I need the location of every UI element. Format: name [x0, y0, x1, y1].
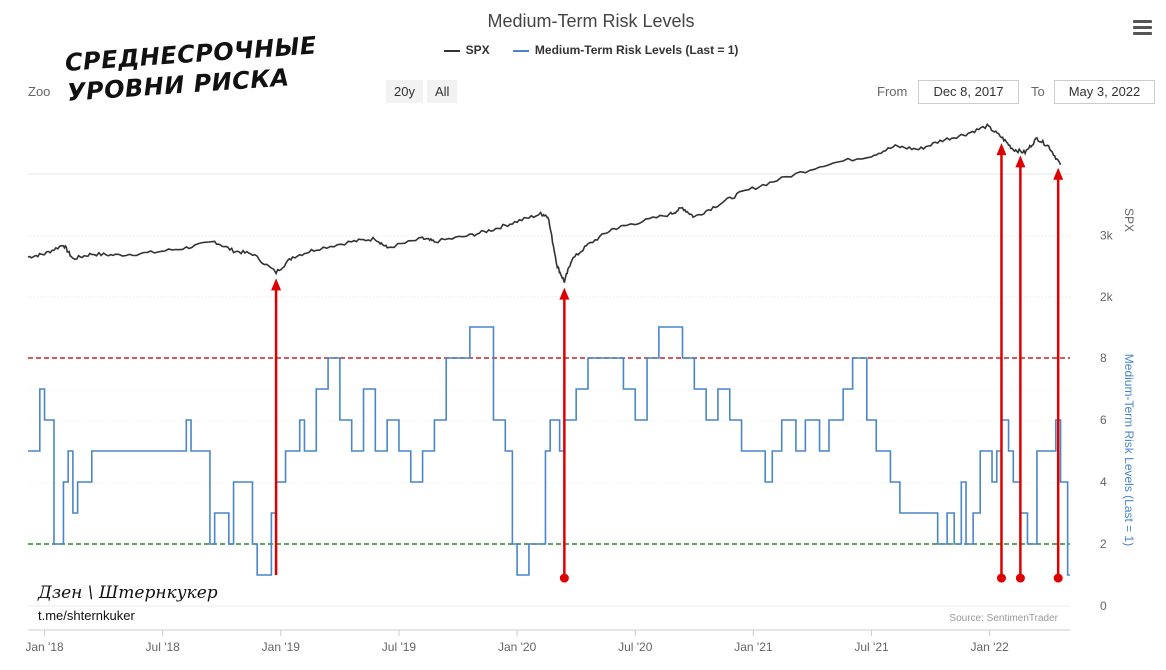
risk-y-tick-label: 6 [1100, 413, 1107, 427]
annotation-dot [1053, 573, 1063, 583]
x-tick-label: Jul '19 [382, 640, 417, 654]
annotation-dot [996, 573, 1006, 583]
risk-y-tick-label: 0 [1100, 599, 1107, 613]
legend-label-risk: Medium-Term Risk Levels (Last = 1) [534, 43, 739, 57]
zoom-label: Zoo [28, 84, 51, 99]
source-credit: Source: SentimenTrader [949, 613, 1058, 624]
x-tick-label: Jan '19 [262, 640, 301, 654]
annotation-dot [559, 573, 569, 583]
spx-series-line [27, 122, 1062, 283]
zoom-20y-button[interactable]: 20y [386, 80, 423, 103]
page-title: Medium-Term Risk Levels [487, 11, 695, 31]
x-tick-label: Jan '18 [25, 640, 64, 654]
x-tick-label: Jan '22 [971, 640, 1010, 654]
risk-y-tick-label: 4 [1100, 475, 1107, 489]
x-tick-label: Jul '18 [146, 640, 181, 654]
x-tick-label: Jul '20 [618, 640, 653, 654]
annotation-arrowhead [996, 143, 1007, 156]
x-tick-label: Jan '20 [498, 640, 537, 654]
x-tick-label: Jul '21 [854, 640, 889, 654]
to-label: To [1031, 84, 1045, 99]
legend-line-icon [443, 49, 460, 52]
spx-axis-title: SPX [1122, 208, 1136, 232]
channel-watermark: Дзен \ Штернкукер [38, 583, 218, 603]
channel-link: t.me/shternkuker [38, 608, 135, 623]
spx-y-tick-label: 2k [1100, 290, 1114, 304]
legend-item-risk[interactable]: Medium-Term Risk Levels (Last = 1) [512, 43, 739, 57]
annotation-arrowhead [1053, 167, 1064, 180]
menu-icon[interactable] [1133, 20, 1152, 38]
risk-y-tick-label: 2 [1100, 537, 1107, 551]
annotation-arrowhead [1015, 155, 1026, 168]
spx-y-tick-label: 3k [1100, 229, 1114, 243]
risk-axis-title: Medium-Term Risk Levels (Last = 1) [1122, 354, 1136, 546]
x-tick-label: Jan '21 [734, 640, 773, 654]
zoom-all-button[interactable]: All [427, 80, 458, 103]
to-date-input[interactable]: May 3, 2022 [1054, 80, 1155, 104]
annotation-dot [1015, 573, 1025, 583]
annotation-arrowhead [271, 278, 282, 291]
from-label: From [877, 84, 908, 99]
risk-series-line [28, 326, 1070, 576]
legend: SPX Medium-Term Risk Levels (Last = 1) [0, 43, 1166, 57]
annotation-arrowhead [559, 287, 570, 300]
risk-y-tick-label: 8 [1100, 351, 1107, 365]
from-date-input[interactable]: Dec 8, 2017 [918, 80, 1019, 104]
legend-line-icon [512, 49, 529, 52]
legend-item-spx[interactable]: SPX [443, 43, 490, 57]
legend-label-spx: SPX [465, 43, 490, 57]
